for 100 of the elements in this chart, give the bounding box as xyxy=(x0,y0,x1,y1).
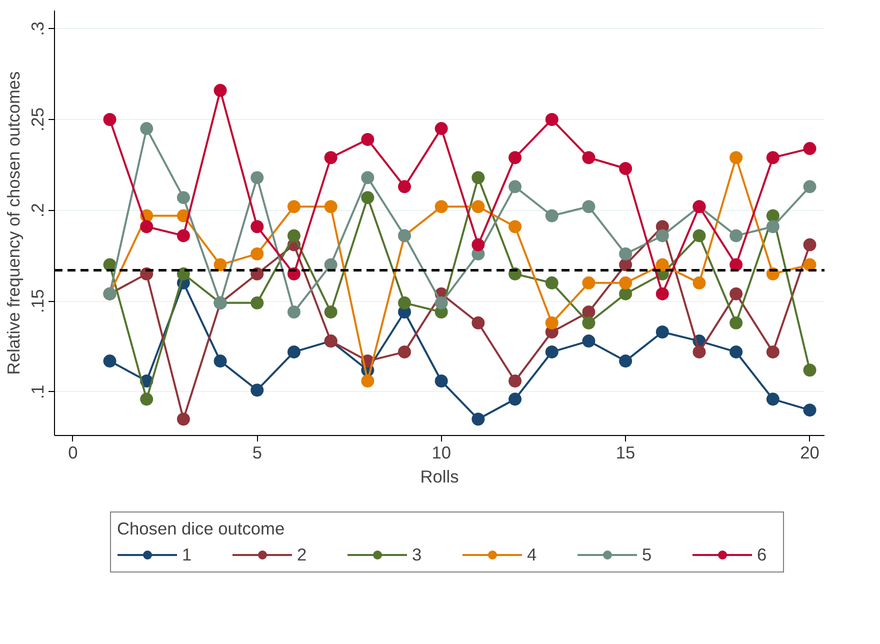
point xyxy=(176,191,190,204)
point xyxy=(730,229,743,242)
point xyxy=(766,220,780,234)
point xyxy=(434,296,448,310)
point xyxy=(103,354,116,368)
point xyxy=(324,200,338,214)
y-tick-label: .3 xyxy=(28,21,48,36)
point xyxy=(730,151,743,164)
point xyxy=(472,200,485,214)
point xyxy=(619,354,632,368)
point xyxy=(619,276,632,290)
x-axis-title: Rolls xyxy=(420,466,460,486)
point xyxy=(324,151,338,164)
point xyxy=(103,112,116,126)
point xyxy=(656,325,669,338)
point xyxy=(582,306,596,318)
point xyxy=(472,171,485,184)
point xyxy=(692,276,706,290)
point xyxy=(176,412,190,426)
point xyxy=(472,412,485,426)
y-tick-label: .2 xyxy=(28,203,48,218)
point xyxy=(287,229,300,242)
point xyxy=(803,258,816,272)
point xyxy=(582,316,596,330)
point xyxy=(582,151,596,164)
point xyxy=(619,247,632,260)
point xyxy=(730,258,743,272)
point xyxy=(582,334,596,348)
point xyxy=(398,180,411,194)
point xyxy=(545,112,558,126)
point xyxy=(508,374,522,388)
point xyxy=(656,258,669,272)
point xyxy=(398,345,411,358)
point xyxy=(214,354,227,368)
point xyxy=(176,229,190,242)
point xyxy=(545,276,558,290)
point xyxy=(619,287,632,300)
point xyxy=(398,296,411,310)
point xyxy=(434,374,448,388)
point xyxy=(508,180,522,194)
point xyxy=(250,171,264,184)
y-axis-title: Relative frequency of chosen outcomes xyxy=(4,70,24,375)
point xyxy=(140,220,154,234)
point xyxy=(619,162,632,175)
point xyxy=(803,180,816,194)
point xyxy=(656,229,669,242)
legend-label: 3 xyxy=(412,544,423,565)
point xyxy=(803,238,816,252)
point xyxy=(361,191,374,204)
point xyxy=(214,84,227,97)
point xyxy=(582,200,596,214)
point xyxy=(766,345,780,358)
point xyxy=(766,209,780,222)
point xyxy=(287,306,300,318)
point xyxy=(176,267,190,280)
point xyxy=(250,247,264,260)
legend-label: 5 xyxy=(642,544,653,565)
point xyxy=(508,392,522,406)
legend-label: 4 xyxy=(527,544,538,565)
point xyxy=(140,392,154,406)
x-tick-label: 10 xyxy=(432,442,451,462)
point xyxy=(214,258,227,272)
point xyxy=(434,122,448,136)
point xyxy=(730,345,743,358)
point xyxy=(656,287,669,300)
point xyxy=(472,238,485,252)
point xyxy=(250,296,264,310)
x-tick-label: 15 xyxy=(616,442,636,462)
legend-label: 6 xyxy=(757,544,768,565)
point xyxy=(250,220,264,234)
point xyxy=(766,392,780,406)
point xyxy=(803,404,816,417)
point xyxy=(803,142,816,156)
point xyxy=(472,316,485,330)
point xyxy=(434,200,448,214)
point xyxy=(545,209,558,222)
y-tick-label: .25 xyxy=(28,107,48,132)
point xyxy=(287,345,300,358)
point xyxy=(545,316,558,330)
x-tick-label: 0 xyxy=(68,442,78,462)
point xyxy=(250,384,264,397)
point xyxy=(730,287,743,300)
point xyxy=(803,364,816,377)
point xyxy=(692,229,706,242)
point xyxy=(361,132,374,146)
point xyxy=(324,306,338,318)
point xyxy=(730,316,743,330)
legend-label: 2 xyxy=(297,544,308,565)
point xyxy=(766,151,780,164)
point xyxy=(582,276,596,290)
point xyxy=(508,151,522,164)
point xyxy=(140,122,154,136)
legend-title: Chosen dice outcome xyxy=(117,518,286,539)
point xyxy=(361,374,374,388)
y-tick-label: .15 xyxy=(28,289,48,314)
y-tick-label: .1 xyxy=(28,384,48,400)
point xyxy=(692,345,706,358)
x-tick-label: 5 xyxy=(252,442,262,462)
point xyxy=(508,220,522,234)
point xyxy=(545,345,558,358)
